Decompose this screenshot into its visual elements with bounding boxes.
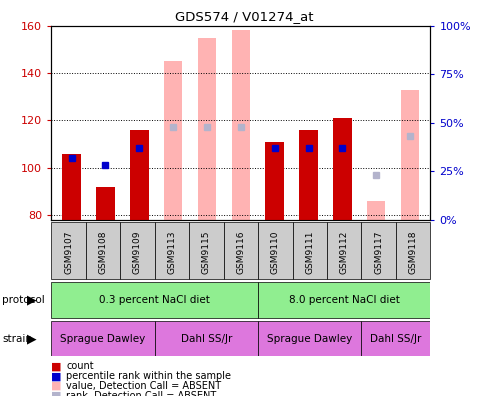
Text: ■: ■ <box>51 361 61 371</box>
Bar <box>130 130 148 220</box>
Text: ▶: ▶ <box>27 332 37 345</box>
Bar <box>62 154 81 220</box>
Text: Dahl SS/Jr: Dahl SS/Jr <box>369 333 421 344</box>
Bar <box>51 222 85 279</box>
Text: GSM9112: GSM9112 <box>339 230 348 274</box>
Text: GDS574 / V01274_at: GDS574 / V01274_at <box>175 10 313 23</box>
Text: GSM9118: GSM9118 <box>408 230 417 274</box>
Text: ▶: ▶ <box>27 293 37 307</box>
Text: GSM9107: GSM9107 <box>64 230 73 274</box>
Text: GSM9110: GSM9110 <box>270 230 279 274</box>
Bar <box>96 187 115 220</box>
Text: strain: strain <box>2 333 32 344</box>
Bar <box>265 142 284 220</box>
Bar <box>299 130 317 220</box>
Bar <box>400 89 419 220</box>
Bar <box>154 322 258 356</box>
Text: GSM9117: GSM9117 <box>373 230 383 274</box>
Bar <box>332 118 351 220</box>
Bar <box>361 322 429 356</box>
Bar <box>395 222 429 279</box>
Text: ■: ■ <box>51 391 61 396</box>
Text: 0.3 percent NaCl diet: 0.3 percent NaCl diet <box>99 295 210 305</box>
Bar <box>51 282 258 318</box>
Text: percentile rank within the sample: percentile rank within the sample <box>66 371 230 381</box>
Text: count: count <box>66 361 93 371</box>
Text: Dahl SS/Jr: Dahl SS/Jr <box>181 333 232 344</box>
Bar <box>223 222 258 279</box>
Bar <box>258 282 429 318</box>
Text: GSM9113: GSM9113 <box>167 230 176 274</box>
Bar <box>258 322 361 356</box>
Bar <box>292 222 326 279</box>
Bar <box>326 222 361 279</box>
Text: ■: ■ <box>51 381 61 391</box>
Bar <box>197 38 216 220</box>
Text: protocol: protocol <box>2 295 45 305</box>
Text: GSM9116: GSM9116 <box>236 230 245 274</box>
Bar <box>85 222 120 279</box>
Bar <box>366 201 385 220</box>
Text: Sprague Dawley: Sprague Dawley <box>266 333 352 344</box>
Bar <box>258 222 292 279</box>
Text: ■: ■ <box>51 371 61 381</box>
Bar <box>154 222 189 279</box>
Bar <box>361 222 395 279</box>
Text: GSM9115: GSM9115 <box>202 230 210 274</box>
Bar <box>189 222 223 279</box>
Text: GSM9108: GSM9108 <box>98 230 107 274</box>
Text: Sprague Dawley: Sprague Dawley <box>61 333 145 344</box>
Text: GSM9111: GSM9111 <box>305 230 314 274</box>
Bar <box>120 222 154 279</box>
Bar <box>51 322 154 356</box>
Bar <box>231 30 250 220</box>
Bar <box>163 61 182 220</box>
Text: rank, Detection Call = ABSENT: rank, Detection Call = ABSENT <box>66 391 216 396</box>
Text: value, Detection Call = ABSENT: value, Detection Call = ABSENT <box>66 381 221 391</box>
Text: GSM9109: GSM9109 <box>133 230 142 274</box>
Text: 8.0 percent NaCl diet: 8.0 percent NaCl diet <box>288 295 399 305</box>
